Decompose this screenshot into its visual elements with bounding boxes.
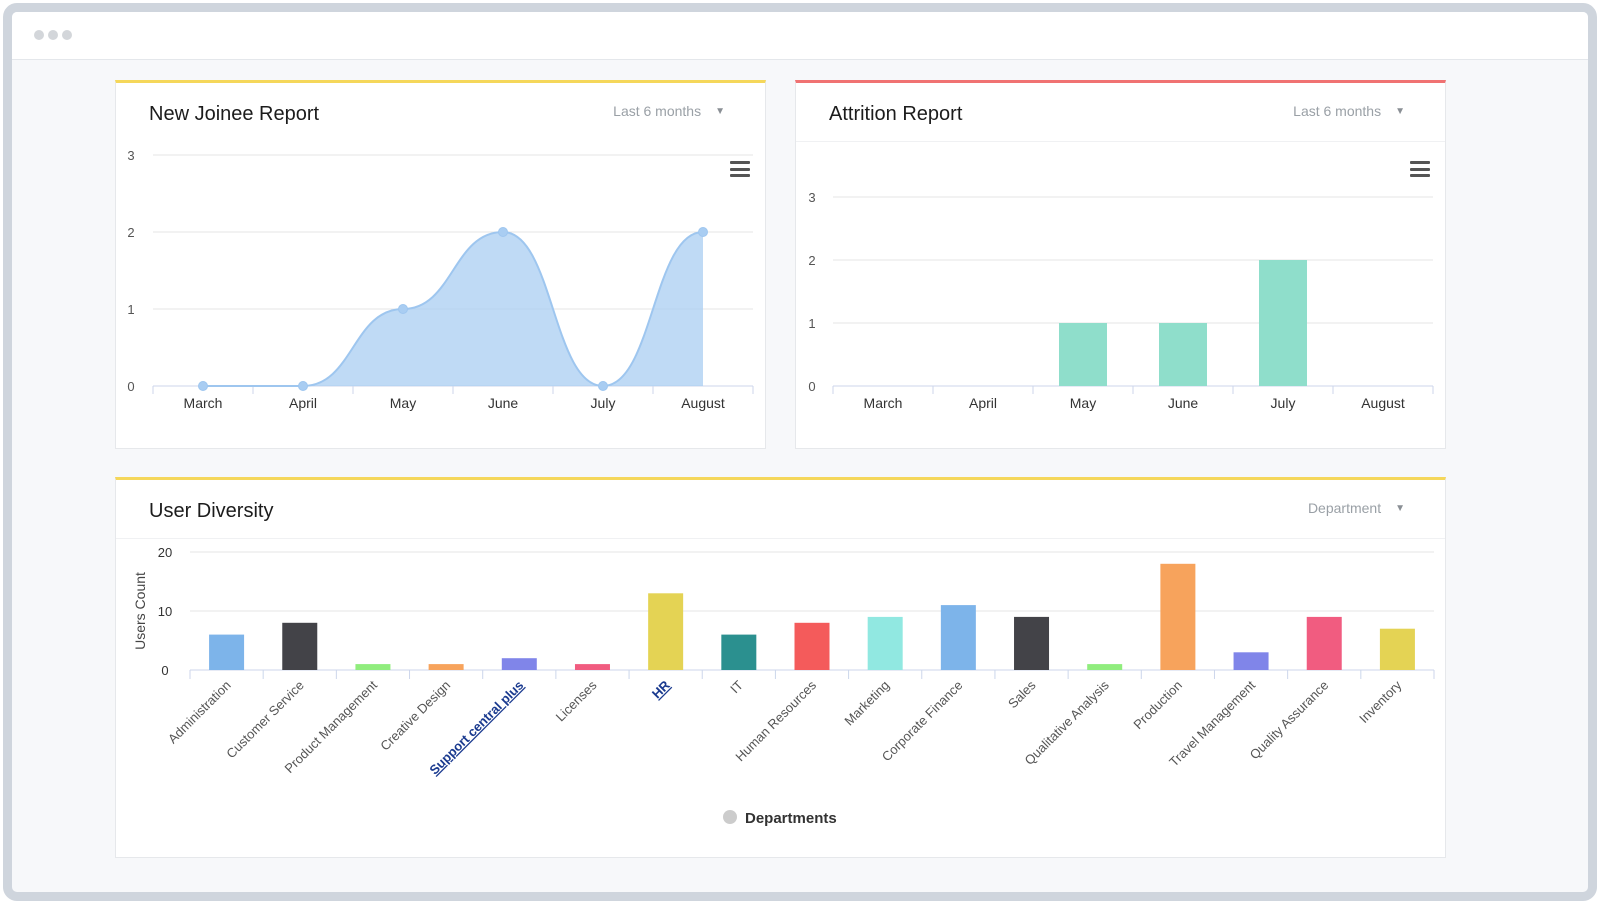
attrition-title: Attrition Report (829, 103, 963, 125)
new-joinee-card: New Joinee Report Last 6 months ▼ (115, 80, 766, 449)
new-joinee-title: New Joinee Report (149, 103, 320, 125)
window-controls (34, 30, 72, 40)
attrition-card: Attrition Report Last 6 months ▼ (795, 80, 1446, 449)
new-joinee-filter-label: Last 6 months (613, 103, 702, 119)
user-diversity-filter-label: Department (1307, 500, 1382, 516)
attrition-filter-dropdown[interactable]: Last 6 months ▼ (1293, 103, 1405, 119)
window-dot-icon[interactable] (48, 30, 58, 40)
hamburger-menu-icon[interactable] (1410, 161, 1430, 177)
window-dot-icon[interactable] (62, 30, 72, 40)
card-header-divider (116, 538, 1445, 539)
chevron-down-icon: ▼ (1395, 502, 1405, 514)
window-titlebar (12, 12, 1588, 60)
new-joinee-filter-dropdown[interactable]: Last 6 months ▼ (613, 103, 725, 119)
chevron-down-icon: ▼ (715, 105, 725, 117)
hamburger-menu-icon[interactable] (730, 161, 750, 177)
user-diversity-filter-dropdown[interactable]: Department ▼ (1308, 500, 1405, 516)
window-dot-icon[interactable] (34, 30, 44, 40)
user-diversity-title: User Diversity (149, 500, 274, 522)
user-diversity-card: User Diversity Department ▼ (115, 477, 1446, 858)
card-header-divider (796, 141, 1445, 142)
attrition-filter-label: Last 6 months (1293, 103, 1382, 119)
chevron-down-icon: ▼ (1395, 105, 1405, 117)
